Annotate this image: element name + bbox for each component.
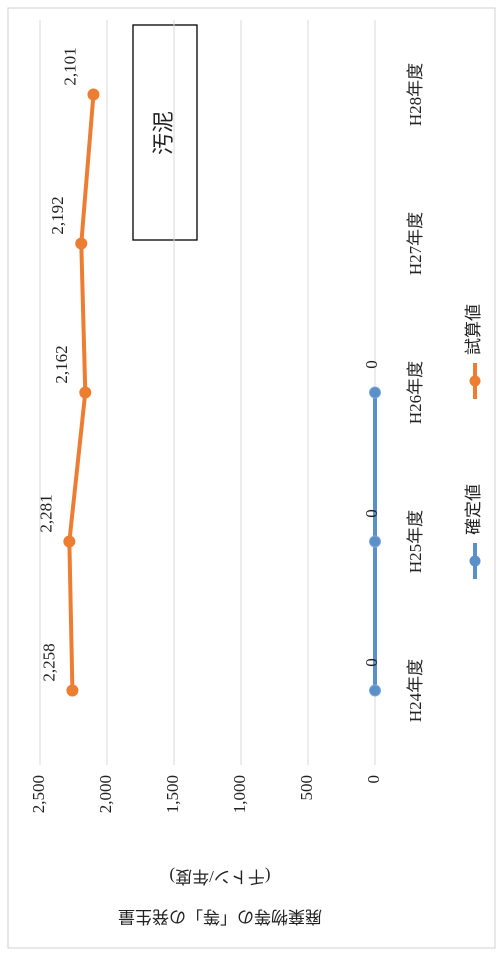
data-label: 2,281: [36, 494, 55, 532]
y-tick-label: 0: [364, 775, 383, 784]
data-label: 2,258: [39, 643, 58, 681]
marker: [66, 684, 79, 697]
rotated-chart: 廃棄物等の「等」の発生量 (千トン/年度) 汚泥 0 500 1,000 1,500 2…: [7, 7, 496, 949]
marker: [369, 386, 381, 399]
y-axis-label: 廃棄物等の「等」の発生量: [118, 907, 322, 926]
data-label: 2,192: [48, 196, 67, 234]
y-tick-label: 1,000: [230, 775, 249, 813]
marker: [79, 386, 92, 399]
legend-marker: [469, 555, 481, 567]
data-label: 0: [362, 658, 381, 667]
y-tick-label: 1,500: [163, 775, 182, 813]
data-label: 2,101: [60, 47, 79, 85]
annotation: 汚泥: [151, 111, 176, 155]
y-axis-label: (千トン/年度): [169, 867, 270, 886]
marker: [369, 535, 381, 548]
annotation-box: [132, 24, 198, 241]
marker: [87, 88, 100, 101]
legend-marker: [469, 375, 481, 387]
x-tick-label: H25年度: [406, 510, 425, 573]
legend-label: 試算値: [464, 304, 483, 355]
y-tick-label: 2,500: [29, 775, 48, 813]
data-label: 2,162: [52, 345, 71, 383]
x-tick-label: H26年度: [406, 361, 425, 424]
x-tick-label: H27年度: [406, 212, 425, 275]
data-label: 0: [362, 509, 381, 518]
legend-label: 確定値: [464, 484, 483, 535]
marker: [369, 684, 381, 697]
x-tick-label: H24年度: [406, 659, 425, 722]
y-tick-label: 2,000: [96, 775, 115, 813]
y-tick-label: 500: [297, 775, 316, 801]
marker: [75, 237, 88, 250]
marker: [63, 535, 76, 548]
data-label: 0: [362, 360, 381, 369]
chart-frame: [7, 7, 496, 949]
x-tick-label: H28年度: [406, 63, 425, 126]
